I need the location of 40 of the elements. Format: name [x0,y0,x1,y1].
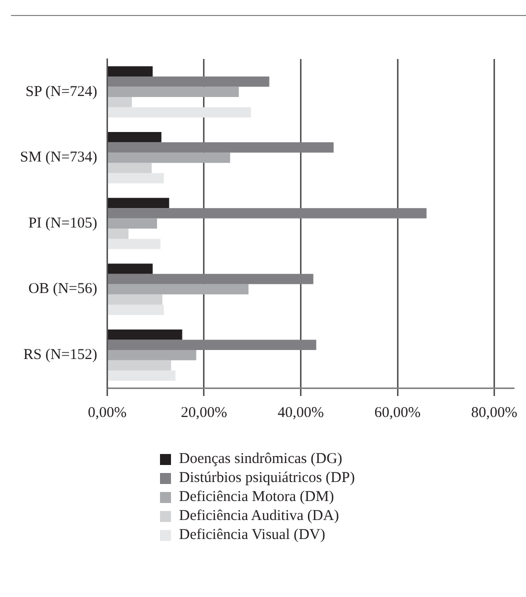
bar [108,284,248,294]
bar [108,218,158,229]
bar [108,97,132,108]
bar [108,304,164,315]
legend-label: Distúrbios psiquiátricos (DP) [179,470,355,487]
legend-label: Doenças sindrômicas (DG) [179,451,342,468]
bar [108,228,128,239]
legend-label: Deficiência Visual (DV) [179,527,326,544]
bar [108,107,251,118]
legend-label: Deficiência Auditiva (DA) [179,508,339,525]
bar [108,350,196,360]
bar [108,132,162,142]
bar [108,208,427,218]
legend-label: Deficiência Motora (DM) [179,489,334,506]
y-tick-label: PI (N=105) [28,215,98,232]
bar [108,329,182,340]
x-tick-label: 20,00% [180,404,228,421]
x-tick-label: 60,00% [374,404,421,421]
bar [108,360,172,370]
bar [108,198,170,208]
bar [108,238,160,250]
bar [108,173,164,184]
bar [108,76,270,87]
bar [108,264,153,274]
bar [108,274,314,284]
y-tick-label: SM (N=734) [20,150,98,166]
y-tick-label: RS (N=152) [23,347,98,364]
bar [108,294,162,305]
y-tick-label: OB (N=56) [28,281,98,298]
x-tick-label: 80,00% [471,404,518,421]
x-tick-label: 40,00% [278,404,324,421]
y-tick-label: SP (N=724) [26,84,98,100]
bar [108,152,230,163]
bar [108,370,176,381]
bar [108,66,153,77]
bar [108,340,316,350]
bar [108,162,152,174]
bar [108,86,239,98]
x-tick-label: 0,00% [88,404,127,421]
bar [108,142,334,153]
